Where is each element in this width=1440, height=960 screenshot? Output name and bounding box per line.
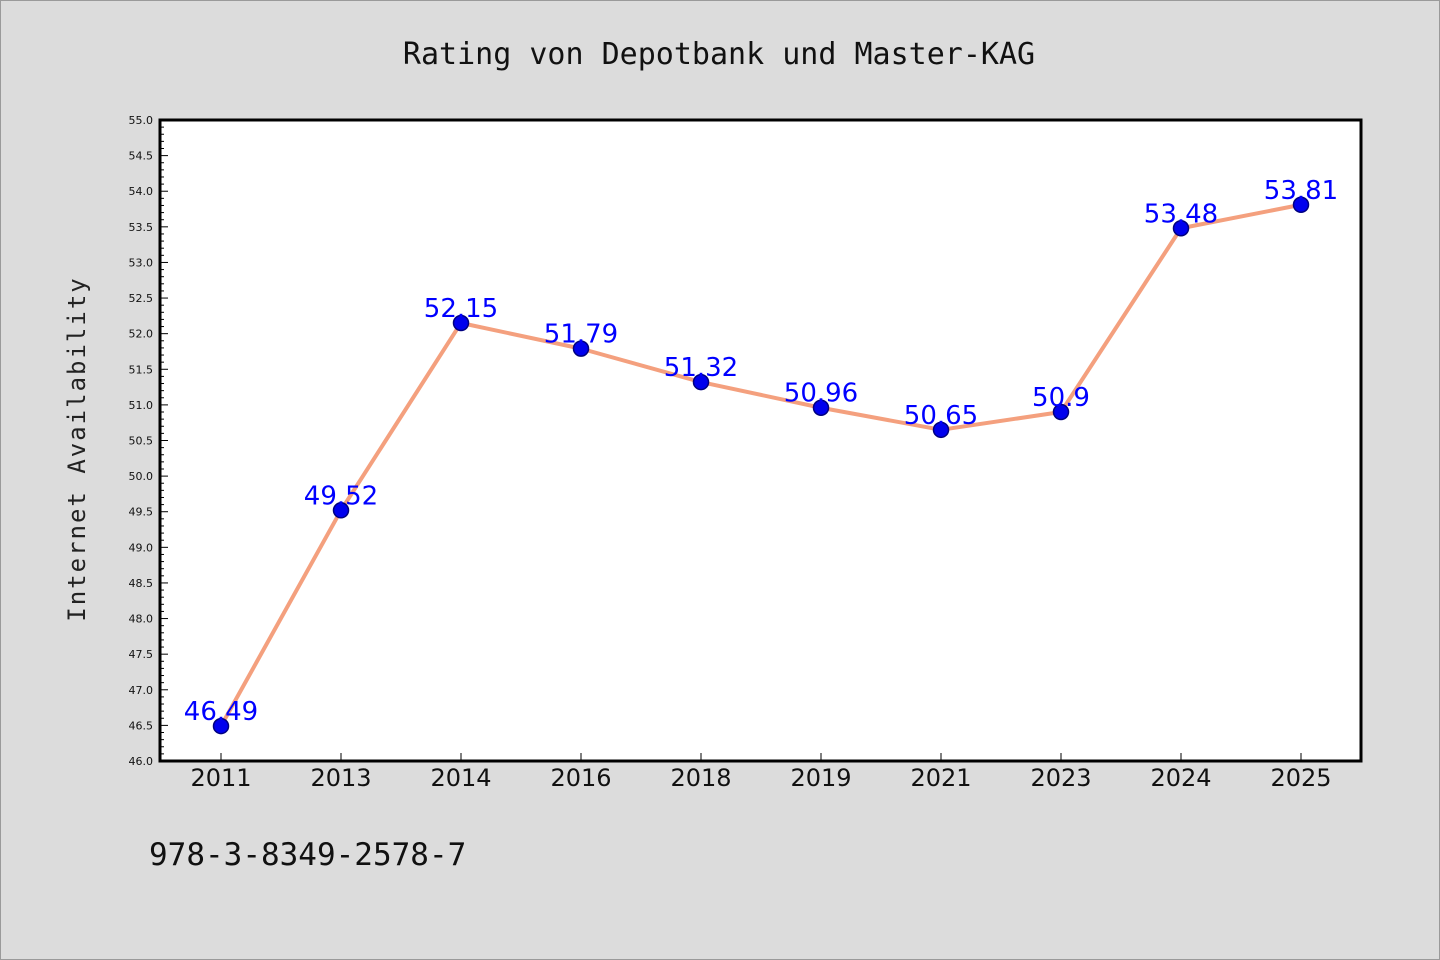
data-point [1172,220,1190,237]
data-label: 49.52 [304,481,378,511]
series-line [219,202,1303,729]
x-tick-label: 2018 [670,764,731,792]
y-tick-label: 47.0 [129,684,154,697]
plot-frame [158,118,1363,763]
y-tick-label: 50.0 [129,470,154,483]
isbn-annotation: 978-3-8349-2578-7 [149,837,466,873]
y-tick-label: 55.0 [129,114,154,127]
y-tick-label: 52.5 [129,292,154,305]
y-tick-label: 51.0 [129,399,154,412]
data-label: 46.49 [184,697,258,727]
y-tick-label: 53.5 [129,221,154,234]
data-label: 53.81 [1264,176,1338,206]
data-point [812,399,830,416]
data-label: 50.96 [784,379,858,409]
data-labels: 46.49 49.52 52.15 51.79 51.32 50.96 50.65 50.9 5… [184,176,1338,727]
x-tick-label: 2025 [1270,764,1331,792]
y-tick-label: 50.5 [129,435,154,448]
y-tick-label: 49.0 [129,541,154,554]
data-label: 53.48 [1144,199,1218,229]
data-point [452,314,470,332]
data-point [932,421,950,439]
data-markers [212,196,1310,735]
x-tick-label: 2013 [310,764,371,792]
data-point [212,717,230,735]
chart-title: Rating von Depotbank und Master-KAG [403,37,1035,72]
data-point [332,502,350,519]
data-label: 51.32 [664,353,738,383]
x-tick-label: 2016 [550,764,611,792]
data-label: 52.15 [424,294,498,324]
data-point [692,373,710,391]
data-label: 51.79 [544,320,618,350]
plot-area [160,120,1361,761]
data-point [572,340,590,357]
y-tick-label: 48.0 [129,613,154,626]
x-tick-label: 2021 [910,764,971,792]
y-tick-label: 54.5 [129,150,154,163]
data-point [1052,403,1070,421]
x-tick-label: 2024 [1150,764,1211,792]
y-axis-ticks: 46.0 46.5 47.0 47.5 48.0 48.5 49.0 49.5 50.0 50.5… [129,114,168,768]
data-label: 50.65 [904,401,978,431]
x-tick-label: 2019 [790,764,851,792]
y-tick-label: 48.5 [129,577,154,590]
data-point [1292,196,1310,214]
y-tick-label: 54.0 [129,185,154,198]
y-axis-label: Internet Availability [63,276,91,621]
y-tick-label: 51.5 [129,363,154,376]
x-tick-label: 2011 [190,764,251,792]
x-tick-label: 2023 [1030,764,1091,792]
x-tick-label: 2014 [430,764,491,792]
y-tick-label: 46.5 [129,719,154,732]
data-label: 50.9 [1032,383,1090,413]
y-tick-label: 52.0 [129,328,154,341]
y-tick-label: 47.5 [129,648,154,661]
y-tick-label: 46.0 [129,755,154,768]
y-tick-label: 53.0 [129,256,154,269]
y-tick-label: 49.5 [129,506,154,519]
